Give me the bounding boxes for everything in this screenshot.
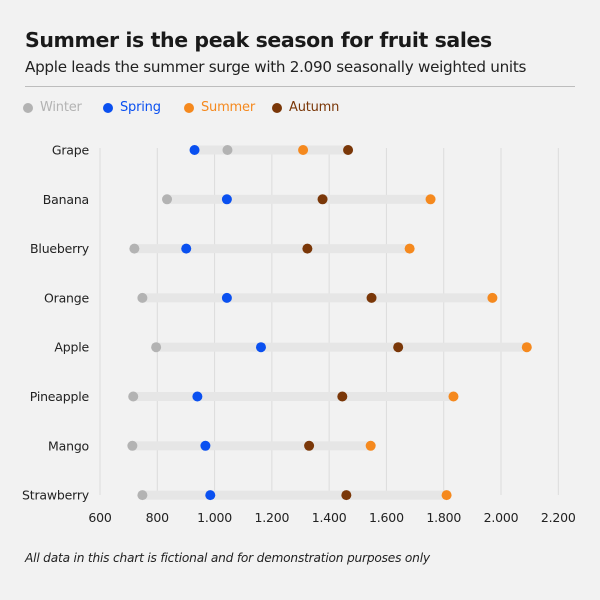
category-label: Apple [54, 340, 89, 355]
dot-winter [222, 145, 233, 155]
row-orange: Orange [44, 290, 498, 305]
range-bar [134, 244, 410, 254]
dot-spring [255, 342, 266, 353]
category-label: Pineapple [30, 389, 90, 404]
row-banana: Banana [43, 192, 436, 207]
dot-autumn [317, 194, 328, 205]
dot-summer [404, 243, 415, 254]
dot-spring [200, 440, 211, 451]
dot-summer [487, 292, 498, 303]
footer-note: All data in this chart is fictional and … [25, 551, 430, 565]
range-bar [194, 145, 349, 155]
row-pineapple: Pineapple [30, 389, 459, 404]
legend-item-winter: Winter [23, 100, 82, 115]
dot-autumn [343, 145, 354, 155]
dot-winter [137, 292, 148, 303]
x-tick-label: 1.200 [254, 510, 289, 525]
x-tick-label: 1.400 [312, 510, 347, 525]
dot-summer [441, 490, 452, 501]
legend-label-spring: Spring [120, 100, 161, 115]
dot-winter [129, 243, 140, 254]
dot-spring [221, 292, 232, 303]
range-bar [167, 194, 431, 204]
dot-winter [162, 194, 173, 205]
header-divider [25, 86, 575, 87]
legend-label-autumn: Autumn [289, 100, 340, 115]
chart-subtitle: Apple leads the summer surge with 2.090 … [25, 58, 527, 76]
dot-winter [127, 440, 138, 451]
range-bar [156, 342, 527, 352]
x-axis-ticks: 600 800 1.000 1.200 1.400 1.600 1.800 2.000 2.20… [88, 510, 576, 525]
dot-summer [365, 440, 376, 451]
dot-autumn [341, 490, 352, 501]
dot-summer [425, 194, 436, 205]
dot-summer [521, 342, 532, 353]
category-label: Orange [44, 290, 89, 305]
row-blueberry: Blueberry [30, 241, 415, 256]
dot-winter [151, 342, 162, 353]
chart-rows: Grape Banana Blueberry Orange Apple Pineapple… [22, 143, 532, 503]
range-bar [132, 441, 371, 451]
dot-autumn [393, 342, 404, 353]
row-apple: Apple [54, 340, 532, 355]
row-mango: Mango [48, 438, 376, 453]
legend-dot-summer [184, 102, 194, 113]
category-label: Mango [48, 438, 89, 453]
category-label: Grape [52, 143, 90, 158]
gridlines [99, 148, 559, 495]
dot-summer [298, 145, 309, 155]
range-bar [142, 490, 447, 500]
dot-autumn [304, 440, 315, 451]
dot-spring [189, 145, 200, 155]
legend-item-summer: Summer [184, 100, 255, 115]
dot-spring [205, 490, 216, 501]
range-bar [133, 392, 454, 401]
x-tick-label: 2.200 [541, 510, 576, 525]
dot-winter [137, 490, 148, 501]
dot-autumn [302, 243, 313, 254]
x-tick-label: 1.800 [426, 510, 461, 525]
x-tick-label: 2.000 [484, 510, 519, 525]
legend-item-spring: Spring [103, 100, 161, 115]
row-strawberry: Strawberry [22, 488, 452, 503]
dot-summer [448, 391, 459, 402]
legend-label-winter: Winter [40, 100, 82, 115]
x-tick-label: 600 [88, 510, 112, 525]
dot-spring [221, 194, 232, 205]
category-label: Blueberry [30, 241, 90, 256]
legend-dot-autumn [272, 102, 282, 113]
x-tick-label: 800 [146, 510, 170, 525]
dot-autumn [366, 292, 377, 303]
range-bar [142, 293, 493, 303]
category-label: Banana [43, 192, 89, 207]
dot-spring [181, 243, 192, 254]
x-tick-label: 1.600 [369, 510, 404, 525]
legend-label-summer: Summer [201, 100, 255, 115]
legend-dot-winter [23, 102, 33, 113]
dot-winter [128, 391, 139, 402]
dot-autumn [337, 391, 348, 402]
row-grape: Grape [52, 143, 354, 158]
legend-item-autumn: Autumn [272, 100, 339, 115]
dot-spring [192, 391, 203, 402]
x-tick-label: 1.000 [197, 510, 232, 525]
legend-dot-spring [103, 102, 113, 113]
category-label: Strawberry [22, 488, 90, 503]
chart-title: Summer is the peak season for fruit sale… [25, 28, 492, 52]
